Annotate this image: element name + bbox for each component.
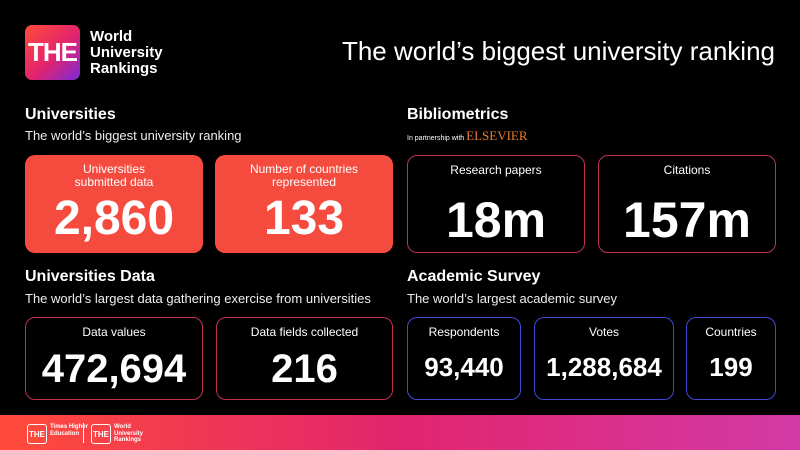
footer-mark: THE: [91, 424, 111, 444]
partner-prefix: In partnership with: [407, 135, 465, 142]
stat-value: 2,860: [53, 192, 175, 245]
stat-value: 133: [263, 192, 345, 245]
stat-card: Number of countries represented 133: [215, 155, 393, 253]
stat-label: Votes: [588, 325, 620, 339]
section-title: Universities: [25, 106, 116, 123]
stat-card: Universities submitted data 2,860: [25, 155, 203, 253]
logo-mark: THE: [25, 25, 80, 80]
section-subtitle: The world’s largest academic survey: [407, 291, 618, 306]
stat-value: 157m: [623, 192, 751, 248]
stat-value: 1,288,684: [546, 352, 662, 382]
stat-value: 18m: [445, 192, 547, 248]
footer-mark: THE: [27, 424, 47, 444]
partner-name: ELSEVIER: [466, 128, 528, 143]
section-subtitle: The world’s largest data gathering exerc…: [25, 291, 371, 306]
section-title: Bibliometrics: [407, 106, 509, 123]
stat-value: 199: [709, 352, 753, 382]
footer: THE Times Higher Education THE World Uni…: [0, 415, 800, 450]
stat-label: Countries: [705, 325, 757, 339]
stat-value: 216: [271, 347, 338, 391]
stat-card: Respondents 93,440: [407, 317, 521, 400]
stat-card: Research papers 18m: [407, 155, 585, 253]
stat-card: Citations 157m: [598, 155, 776, 253]
logo-text: World University Rankings: [90, 28, 163, 77]
stat-card: Countries 199: [686, 317, 776, 400]
section-title: Academic Survey: [407, 268, 541, 285]
footer-text: Times Higher Education: [50, 424, 88, 437]
stat-label: Data values: [82, 325, 146, 339]
section-subtitle: The world’s biggest university ranking: [25, 128, 242, 143]
stat-value: 93,440: [424, 352, 504, 382]
stat-card: Data fields collected 216: [216, 317, 393, 400]
headline: The world’s biggest university ranking: [341, 36, 775, 66]
stat-label: Respondents: [428, 325, 500, 339]
stat-label: Number of countries represented: [249, 162, 359, 189]
section-title: Universities Data: [25, 268, 155, 285]
stat-label: Data fields collected: [250, 325, 359, 339]
stat-card: Data values 472,694: [25, 317, 203, 400]
footer-text: World University Rankings: [114, 424, 144, 443]
stat-label: Research papers: [450, 163, 542, 177]
stat-label: Citations: [663, 163, 711, 177]
stat-label: Universities submitted data: [74, 162, 154, 189]
stat-card: Votes 1,288,684: [534, 317, 674, 400]
partner-line: In partnership with ELSEVIER: [407, 129, 528, 146]
footer-divider: [83, 423, 84, 443]
stat-value: 472,694: [41, 347, 187, 391]
